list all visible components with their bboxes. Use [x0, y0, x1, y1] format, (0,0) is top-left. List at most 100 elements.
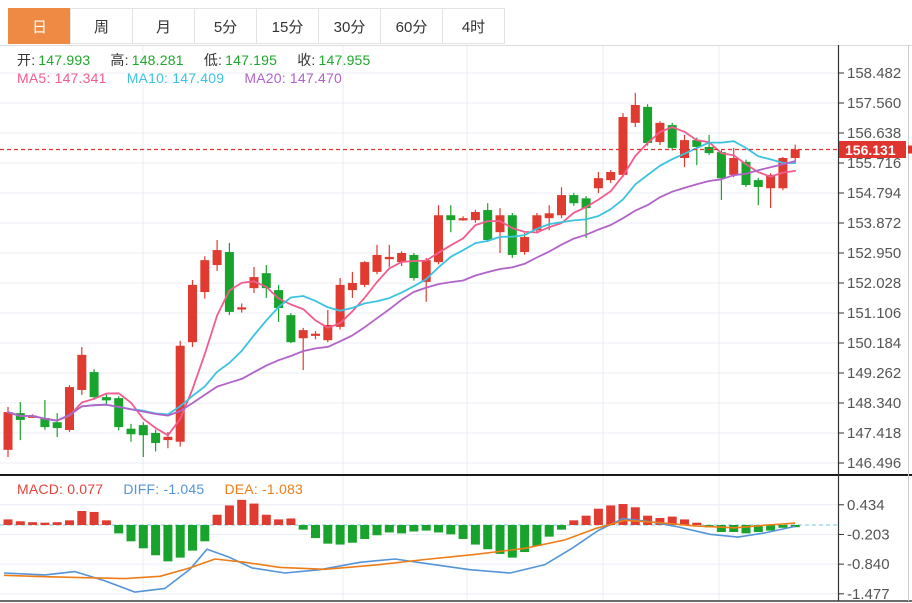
candle: [397, 253, 407, 263]
candle: [409, 254, 419, 279]
macd-hist-bar: [15, 521, 25, 525]
tab-月[interactable]: 月: [132, 8, 195, 44]
macd-hist-bar: [77, 511, 87, 525]
macd-hist-bar: [286, 518, 296, 525]
macd-hist-bar: [630, 507, 640, 525]
macd-hist-bar: [544, 525, 554, 537]
ma10-label: MA10:: [126, 70, 169, 86]
candle: [175, 345, 185, 442]
tab-4时[interactable]: 4时: [442, 8, 505, 44]
price-tick-label: 156.638: [847, 125, 901, 142]
candle: [138, 425, 148, 436]
candle: [101, 397, 111, 401]
candle: [729, 157, 739, 175]
macd-hist-bar: [360, 525, 370, 539]
candle: [790, 149, 800, 158]
macd-hist-bar: [114, 525, 124, 534]
macd-hist-bar: [557, 525, 566, 530]
macd-hist-bar: [200, 525, 210, 542]
price-tick-label: 149.262: [847, 365, 901, 382]
candle: [766, 174, 776, 189]
candle: [126, 428, 136, 435]
macd-tick-label: -0.840: [847, 556, 890, 573]
macd-hist-bar: [446, 525, 456, 535]
tab-日[interactable]: 日: [8, 8, 71, 44]
macd-hist-bar: [40, 522, 50, 525]
price-tick-label: 152.028: [847, 275, 901, 292]
candle: [3, 412, 13, 450]
macd-hist-bar: [507, 525, 517, 558]
macd-hist-bar: [569, 520, 579, 525]
candle: [557, 195, 566, 216]
macd-hist-bar: [237, 499, 247, 525]
candle: [532, 215, 542, 231]
current-price-badge-text: 156.131: [845, 142, 896, 158]
candle: [716, 152, 726, 179]
right-edge-price-tick: [908, 145, 912, 154]
macd-hist-bar: [606, 505, 616, 525]
macd-hist-bar: [188, 525, 197, 551]
candle: [434, 215, 443, 263]
macd-hist-bar: [274, 519, 284, 525]
candle: [52, 422, 62, 429]
candle: [569, 195, 579, 204]
price-tick-label: 150.184: [847, 335, 901, 352]
ma5-line: [7, 126, 797, 437]
macd-hist-bar: [311, 525, 320, 539]
macd-hist-bar: [520, 525, 530, 553]
macd-info-row: MACD: 0.077 DIFF: -1.045 DEA: -1.083: [17, 481, 319, 497]
ma-info-row: MA5: 147.341 MA10: 147.409 MA20: 147.470: [17, 70, 358, 86]
macd-hist-bar: [151, 525, 161, 556]
low-label: 低:: [203, 52, 223, 68]
macd-hist-bar: [458, 525, 468, 539]
candle: [544, 213, 554, 219]
high-value: 148.281: [131, 52, 184, 68]
macd-hist-bar: [261, 514, 271, 525]
macd-hist-bar: [409, 525, 419, 532]
candle: [151, 432, 161, 444]
macd-hist-bar: [692, 522, 702, 525]
tab-60分[interactable]: 60分: [380, 8, 443, 44]
macd-tick-label: -0.203: [847, 526, 890, 543]
tab-5分[interactable]: 5分: [194, 8, 257, 44]
timeframe-tab-bar: 日周月 5分 15分 30分 60分 4时: [8, 8, 505, 44]
current-price-badge: [839, 140, 906, 158]
ma10-value: 147.409: [172, 70, 225, 86]
macd-hist-bar: [3, 519, 13, 525]
candle: [89, 372, 99, 398]
macd-hist-bar: [212, 514, 222, 525]
macd-tick-label: -1.477: [847, 586, 890, 603]
price-tick-label: 157.560: [847, 95, 901, 112]
macd-hist-bar: [483, 525, 493, 550]
candle: [360, 262, 370, 285]
macd-hist-bar: [790, 525, 800, 528]
tab-30分[interactable]: 30分: [318, 8, 381, 44]
macd-hist-bar: [347, 525, 357, 543]
price-tick-label: 147.418: [847, 425, 901, 442]
candle: [40, 417, 50, 428]
ma5-value: 147.341: [54, 70, 107, 86]
diff-value: -1.045: [163, 481, 205, 497]
macd-hist-bar: [495, 525, 505, 554]
macd-hist-bar: [643, 515, 653, 525]
macd-hist-bar: [581, 515, 591, 525]
low-value: 147.195: [225, 52, 278, 68]
tab-15分[interactable]: 15分: [256, 8, 319, 44]
open-label: 开:: [17, 52, 36, 68]
macd-hist-bar: [716, 525, 726, 532]
ma5-label: MA5:: [17, 70, 51, 86]
price-tick-label: 148.340: [847, 395, 901, 412]
macd-hist-bar: [89, 511, 99, 525]
macd-hist-bar: [778, 525, 788, 528]
tab-周[interactable]: 周: [70, 8, 133, 44]
candle: [249, 277, 259, 289]
macd-tick-label: 0.434: [847, 497, 885, 514]
macd-hist-bar: [101, 520, 111, 525]
candle: [470, 212, 480, 221]
macd-hist-bar: [249, 503, 259, 525]
ma10-line: [7, 140, 797, 422]
macd-hist-bar: [753, 525, 763, 532]
price-tick-label: 155.716: [847, 155, 901, 172]
price-tick-label: 151.106: [847, 305, 901, 322]
